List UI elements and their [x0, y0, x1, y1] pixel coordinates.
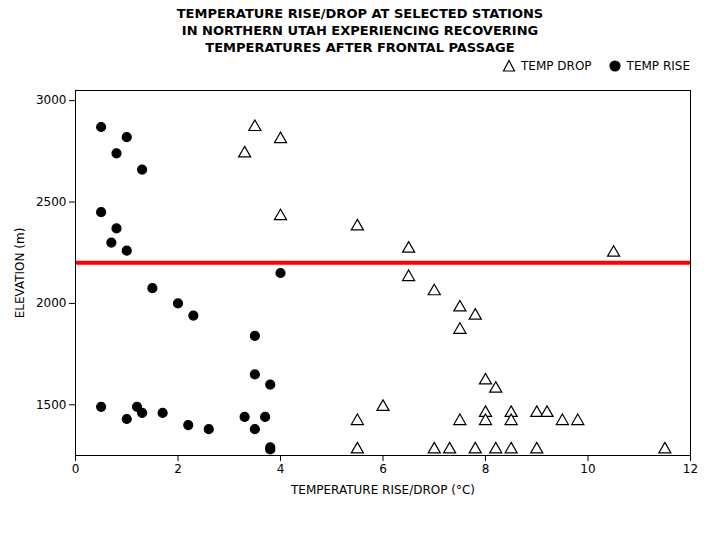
svg-text:2500: 2500	[36, 195, 67, 209]
svg-text:2000: 2000	[36, 296, 67, 310]
svg-text:2: 2	[174, 462, 182, 476]
svg-text:ELEVATION (m): ELEVATION (m)	[13, 227, 27, 318]
html-text:TEMPERATURE RISE/DROP AT SELEC: TEMPERATURE RISE/DROP AT SELECTED STATIO…	[176, 6, 544, 55]
svg-text:1500: 1500	[36, 397, 67, 411]
svg-text:TEMPERATURE RISE/DROP (°C): TEMPERATURE RISE/DROP (°C)	[290, 482, 475, 496]
html-text:TEMP DROP: TEMP DROP	[521, 58, 592, 73]
svg-text:10: 10	[580, 462, 595, 476]
svg-text:8: 8	[482, 462, 490, 476]
svg-text:3000: 3000	[36, 93, 67, 107]
svg-text:12: 12	[683, 462, 698, 476]
svg-text:4: 4	[277, 462, 285, 476]
svg-text:0: 0	[72, 462, 80, 476]
html-text:TEMP RISE: TEMP RISE	[626, 58, 690, 73]
svg-text:6: 6	[379, 462, 387, 476]
